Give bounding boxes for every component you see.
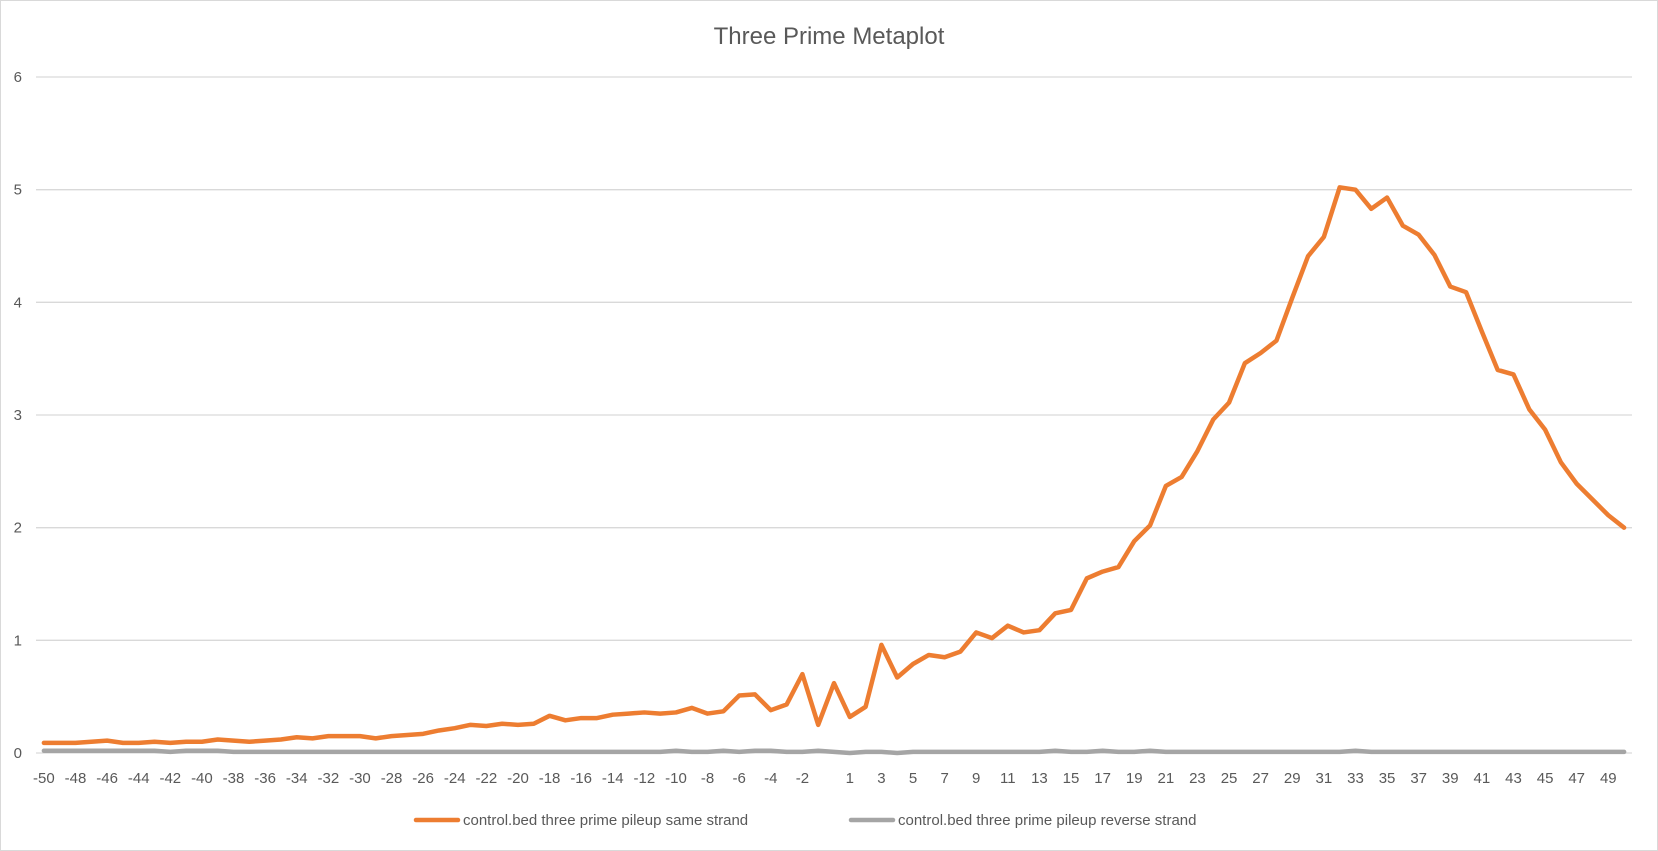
x-tick-label: -20 [507,770,529,787]
y-tick-label: 1 [14,632,22,649]
x-tick-label: -16 [570,770,592,787]
x-tick-label: 35 [1379,770,1396,787]
x-tick-label: 9 [972,770,980,787]
x-tick-label: -40 [191,770,213,787]
x-tick-label: 15 [1063,770,1080,787]
legend-label: control.bed three prime pileup same stra… [463,812,748,829]
x-tick-label: -48 [65,770,87,787]
x-tick-label: 19 [1126,770,1143,787]
x-tick-label: -32 [317,770,339,787]
x-tick-label: -12 [634,770,656,787]
x-tick-label: 29 [1284,770,1301,787]
x-tick-label: -6 [733,770,746,787]
x-tick-label: 43 [1505,770,1522,787]
y-axis-ticks: 0 1 2 3 4 5 6 [14,69,22,762]
x-tick-label: -34 [286,770,308,787]
x-tick-label: 41 [1474,770,1491,787]
x-tick-label: -46 [96,770,118,787]
legend: control.bed three prime pileup same stra… [413,812,1197,829]
x-tick-label: 11 [1000,770,1016,787]
y-tick-label: 2 [14,520,22,537]
x-tick-label: 7 [940,770,948,787]
x-tick-label: 1 [846,770,854,787]
y-tick-label: 4 [14,294,22,311]
x-tick-label: 21 [1157,770,1174,787]
x-tick-label: -30 [349,770,371,787]
x-tick-label: 47 [1568,770,1585,787]
series-line-0 [41,185,1627,746]
x-tick-label: -38 [223,770,245,787]
x-tick-label: -10 [665,770,687,787]
x-tick-label: -28 [381,770,403,787]
x-tick-label: 17 [1094,770,1111,787]
x-tick-label: -2 [796,770,809,787]
x-tick-label: 33 [1347,770,1364,787]
x-tick-label: 49 [1600,770,1617,787]
x-tick-label: -44 [128,770,150,787]
x-tick-label: 3 [877,770,885,787]
x-tick-label: -26 [412,770,434,787]
x-tick-label: 27 [1252,770,1269,787]
x-tick-label: 25 [1221,770,1238,787]
x-tick-label: 31 [1316,770,1333,787]
x-tick-label: 39 [1442,770,1459,787]
series-lines [41,185,1627,756]
x-tick-label: -36 [254,770,276,787]
y-tick-label: 6 [14,69,22,86]
x-tick-label: -22 [476,770,498,787]
x-tick-label: -50 [33,770,55,787]
x-tick-label: -14 [602,770,624,787]
x-tick-label: 23 [1189,770,1206,787]
x-tick-label: -42 [159,770,181,787]
gridlines [36,76,1632,754]
x-tick-label: -24 [444,770,466,787]
x-tick-label: 13 [1031,770,1048,787]
x-tick-label: -18 [539,770,561,787]
y-tick-label: 3 [14,407,22,424]
chart-title: Three Prime Metaplot [714,23,945,50]
x-tick-label: -8 [701,770,714,787]
y-tick-label: 5 [14,182,22,199]
x-tick-label: 5 [909,770,917,787]
x-tick-label: 37 [1410,770,1427,787]
series-line-1 [41,748,1627,756]
x-tick-label: -4 [764,770,777,787]
legend-label: control.bed three prime pileup reverse s… [898,812,1197,829]
y-tick-label: 0 [14,745,22,762]
x-tick-label: 45 [1537,770,1554,787]
x-axis-ticks: -50 -48 -46 -44 -42 -40 -38 -36 -34 -32 -30 -28 -26-… [33,770,1617,787]
